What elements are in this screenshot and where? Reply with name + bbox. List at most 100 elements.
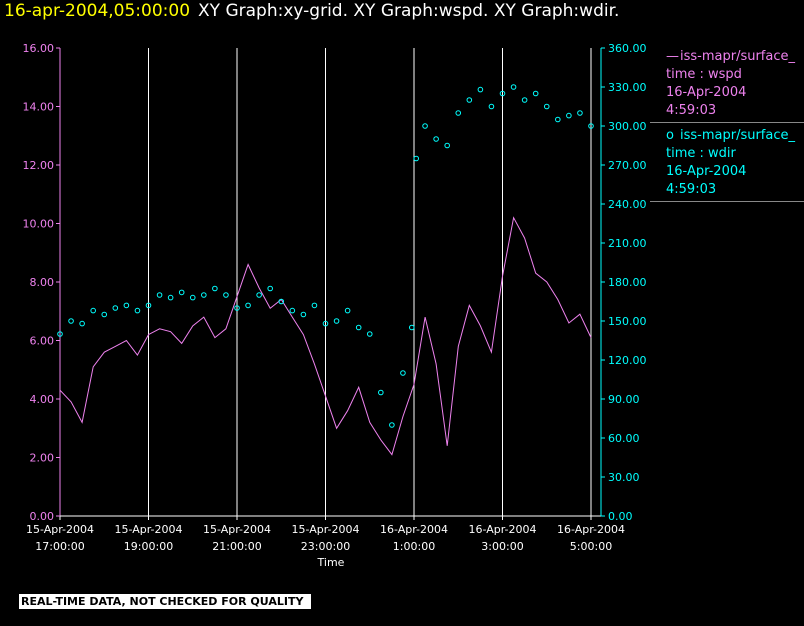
x-tick-label-date: 15-Apr-2004 bbox=[114, 523, 182, 536]
wdir-point bbox=[123, 302, 130, 309]
y-left-tick-label: 8.00 bbox=[30, 276, 55, 289]
wdir-point bbox=[389, 422, 395, 428]
y-left-tick-label: 10.00 bbox=[23, 218, 55, 231]
wdir-point bbox=[145, 302, 152, 309]
wdir-point bbox=[68, 318, 74, 324]
wdir-point bbox=[167, 294, 174, 301]
wdir-point bbox=[466, 97, 473, 103]
wdir-point bbox=[300, 311, 307, 318]
y-right-tick-label: 90.00 bbox=[608, 393, 640, 406]
wdir-point bbox=[344, 307, 351, 314]
line-symbol-icon: — bbox=[666, 49, 679, 64]
legend-time: 4:59:03 bbox=[666, 182, 717, 197]
wdir-point bbox=[543, 103, 550, 110]
legend-variable: time : wdir bbox=[666, 146, 736, 161]
y-right-tick-label: 240.00 bbox=[608, 198, 647, 211]
wdir-point bbox=[444, 142, 450, 149]
wdir-point bbox=[245, 302, 251, 309]
legend-source: iss-mapr/surface_ bbox=[680, 128, 796, 143]
wdir-point bbox=[378, 389, 384, 396]
series-layer bbox=[57, 84, 594, 456]
y-left-tick-label: 12.00 bbox=[23, 159, 55, 172]
legend-item-wspd: — iss-mapr/surface_ time : wspd 16-Apr-2… bbox=[650, 44, 804, 123]
wdir-point bbox=[223, 292, 229, 298]
wdir-point bbox=[322, 320, 329, 327]
wdir-point bbox=[90, 307, 96, 314]
y-right-tick-label: 180.00 bbox=[608, 276, 647, 289]
page-title: 16-apr-2004,05:00:00 XY Graph:xy-grid. XY… bbox=[4, 1, 619, 21]
wdir-point bbox=[101, 311, 108, 318]
wdir-point bbox=[566, 112, 572, 119]
wdir-point bbox=[278, 298, 285, 305]
wdir-point bbox=[477, 86, 484, 93]
wdir-point bbox=[366, 331, 373, 337]
wdir-point bbox=[57, 331, 63, 337]
wdir-point bbox=[400, 370, 406, 376]
wdir-point bbox=[499, 90, 506, 97]
timestamp-label: 16-apr-2004,05:00:00 bbox=[4, 1, 191, 21]
wdir-point bbox=[510, 84, 517, 90]
wdir-point bbox=[156, 292, 163, 298]
wdir-point bbox=[521, 97, 528, 103]
wdir-point bbox=[79, 320, 85, 327]
x-tick-label-date: 16-Apr-2004 bbox=[380, 523, 448, 536]
x-tick-label-date: 16-Apr-2004 bbox=[557, 523, 625, 536]
y-right-tick-label: 330.00 bbox=[608, 81, 647, 94]
legend-time: 4:59:03 bbox=[666, 103, 717, 118]
y-left-tick-label: 16.00 bbox=[23, 42, 55, 55]
y-right-tick-label: 30.00 bbox=[608, 471, 640, 484]
wdir-point bbox=[178, 289, 185, 296]
wdir-point bbox=[267, 285, 273, 292]
quality-notice: REAL-TIME DATA, NOT CHECKED FOR QUALITY bbox=[19, 594, 312, 609]
wdir-point bbox=[289, 307, 296, 314]
y-left-tick-label: 2.00 bbox=[30, 452, 55, 465]
y-right-tick-label: 0.00 bbox=[608, 510, 633, 523]
y-right-tick-label: 360.00 bbox=[608, 42, 647, 55]
x-tick-label-time: 5:00:00 bbox=[570, 540, 612, 553]
circle-symbol-icon: o bbox=[666, 128, 674, 143]
y-right-tick-label: 60.00 bbox=[608, 432, 640, 445]
wdir-point bbox=[212, 285, 218, 292]
legend-variable: time : wspd bbox=[666, 67, 742, 82]
wdir-point bbox=[189, 294, 196, 301]
x-axis-label: Time bbox=[317, 556, 345, 569]
grid-layer bbox=[59, 48, 592, 516]
y-right-tick-label: 300.00 bbox=[608, 120, 647, 133]
wdir-point bbox=[311, 302, 318, 309]
wdir-point bbox=[134, 307, 141, 314]
wdir-point bbox=[577, 110, 583, 116]
legend-date: 16-Apr-2004 bbox=[666, 164, 747, 179]
wdir-point bbox=[532, 90, 539, 97]
wdir-point bbox=[488, 103, 495, 110]
x-tick-label-date: 15-Apr-2004 bbox=[203, 523, 271, 536]
graph-names-label: XY Graph:xy-grid. XY Graph:wspd. XY Grap… bbox=[198, 1, 620, 21]
y-left-tick-label: 0.00 bbox=[30, 510, 55, 523]
y-left-tick-label: 14.00 bbox=[23, 101, 55, 114]
x-tick-label-time: 21:00:00 bbox=[212, 540, 261, 553]
x-tick-label-date: 16-Apr-2004 bbox=[468, 523, 536, 536]
wdir-point bbox=[588, 123, 594, 129]
axes-layer: 15-Apr-2004 17:00:00 15-Apr-2004 19:00:00 15… bbox=[23, 42, 647, 553]
legend-item-wdir: o iss-mapr/surface_ time : wdir 16-Apr-2… bbox=[650, 123, 804, 202]
legend: — iss-mapr/surface_ time : wspd 16-Apr-2… bbox=[650, 44, 804, 202]
wdir-point bbox=[234, 305, 240, 311]
y-left-tick-label: 6.00 bbox=[30, 335, 55, 348]
wdir-point bbox=[112, 305, 119, 311]
wdir-point bbox=[422, 123, 428, 129]
wdir-point bbox=[256, 292, 262, 298]
x-tick-label-time: 17:00:00 bbox=[35, 540, 84, 553]
x-tick-label-time: 19:00:00 bbox=[124, 540, 173, 553]
wdir-point bbox=[433, 136, 439, 142]
x-tick-label-time: 23:00:00 bbox=[301, 540, 350, 553]
y-left-tick-label: 4.00 bbox=[30, 393, 55, 406]
legend-source: iss-mapr/surface_ bbox=[680, 49, 796, 64]
y-right-tick-label: 210.00 bbox=[608, 237, 647, 250]
wdir-point bbox=[555, 116, 561, 123]
x-tick-label-time: 3:00:00 bbox=[481, 540, 523, 553]
wspd-series-line bbox=[59, 216, 592, 456]
wdir-point bbox=[455, 110, 462, 116]
x-tick-label-date: 15-Apr-2004 bbox=[291, 523, 359, 536]
wdir-point bbox=[408, 324, 415, 331]
wdir-point bbox=[413, 155, 420, 162]
